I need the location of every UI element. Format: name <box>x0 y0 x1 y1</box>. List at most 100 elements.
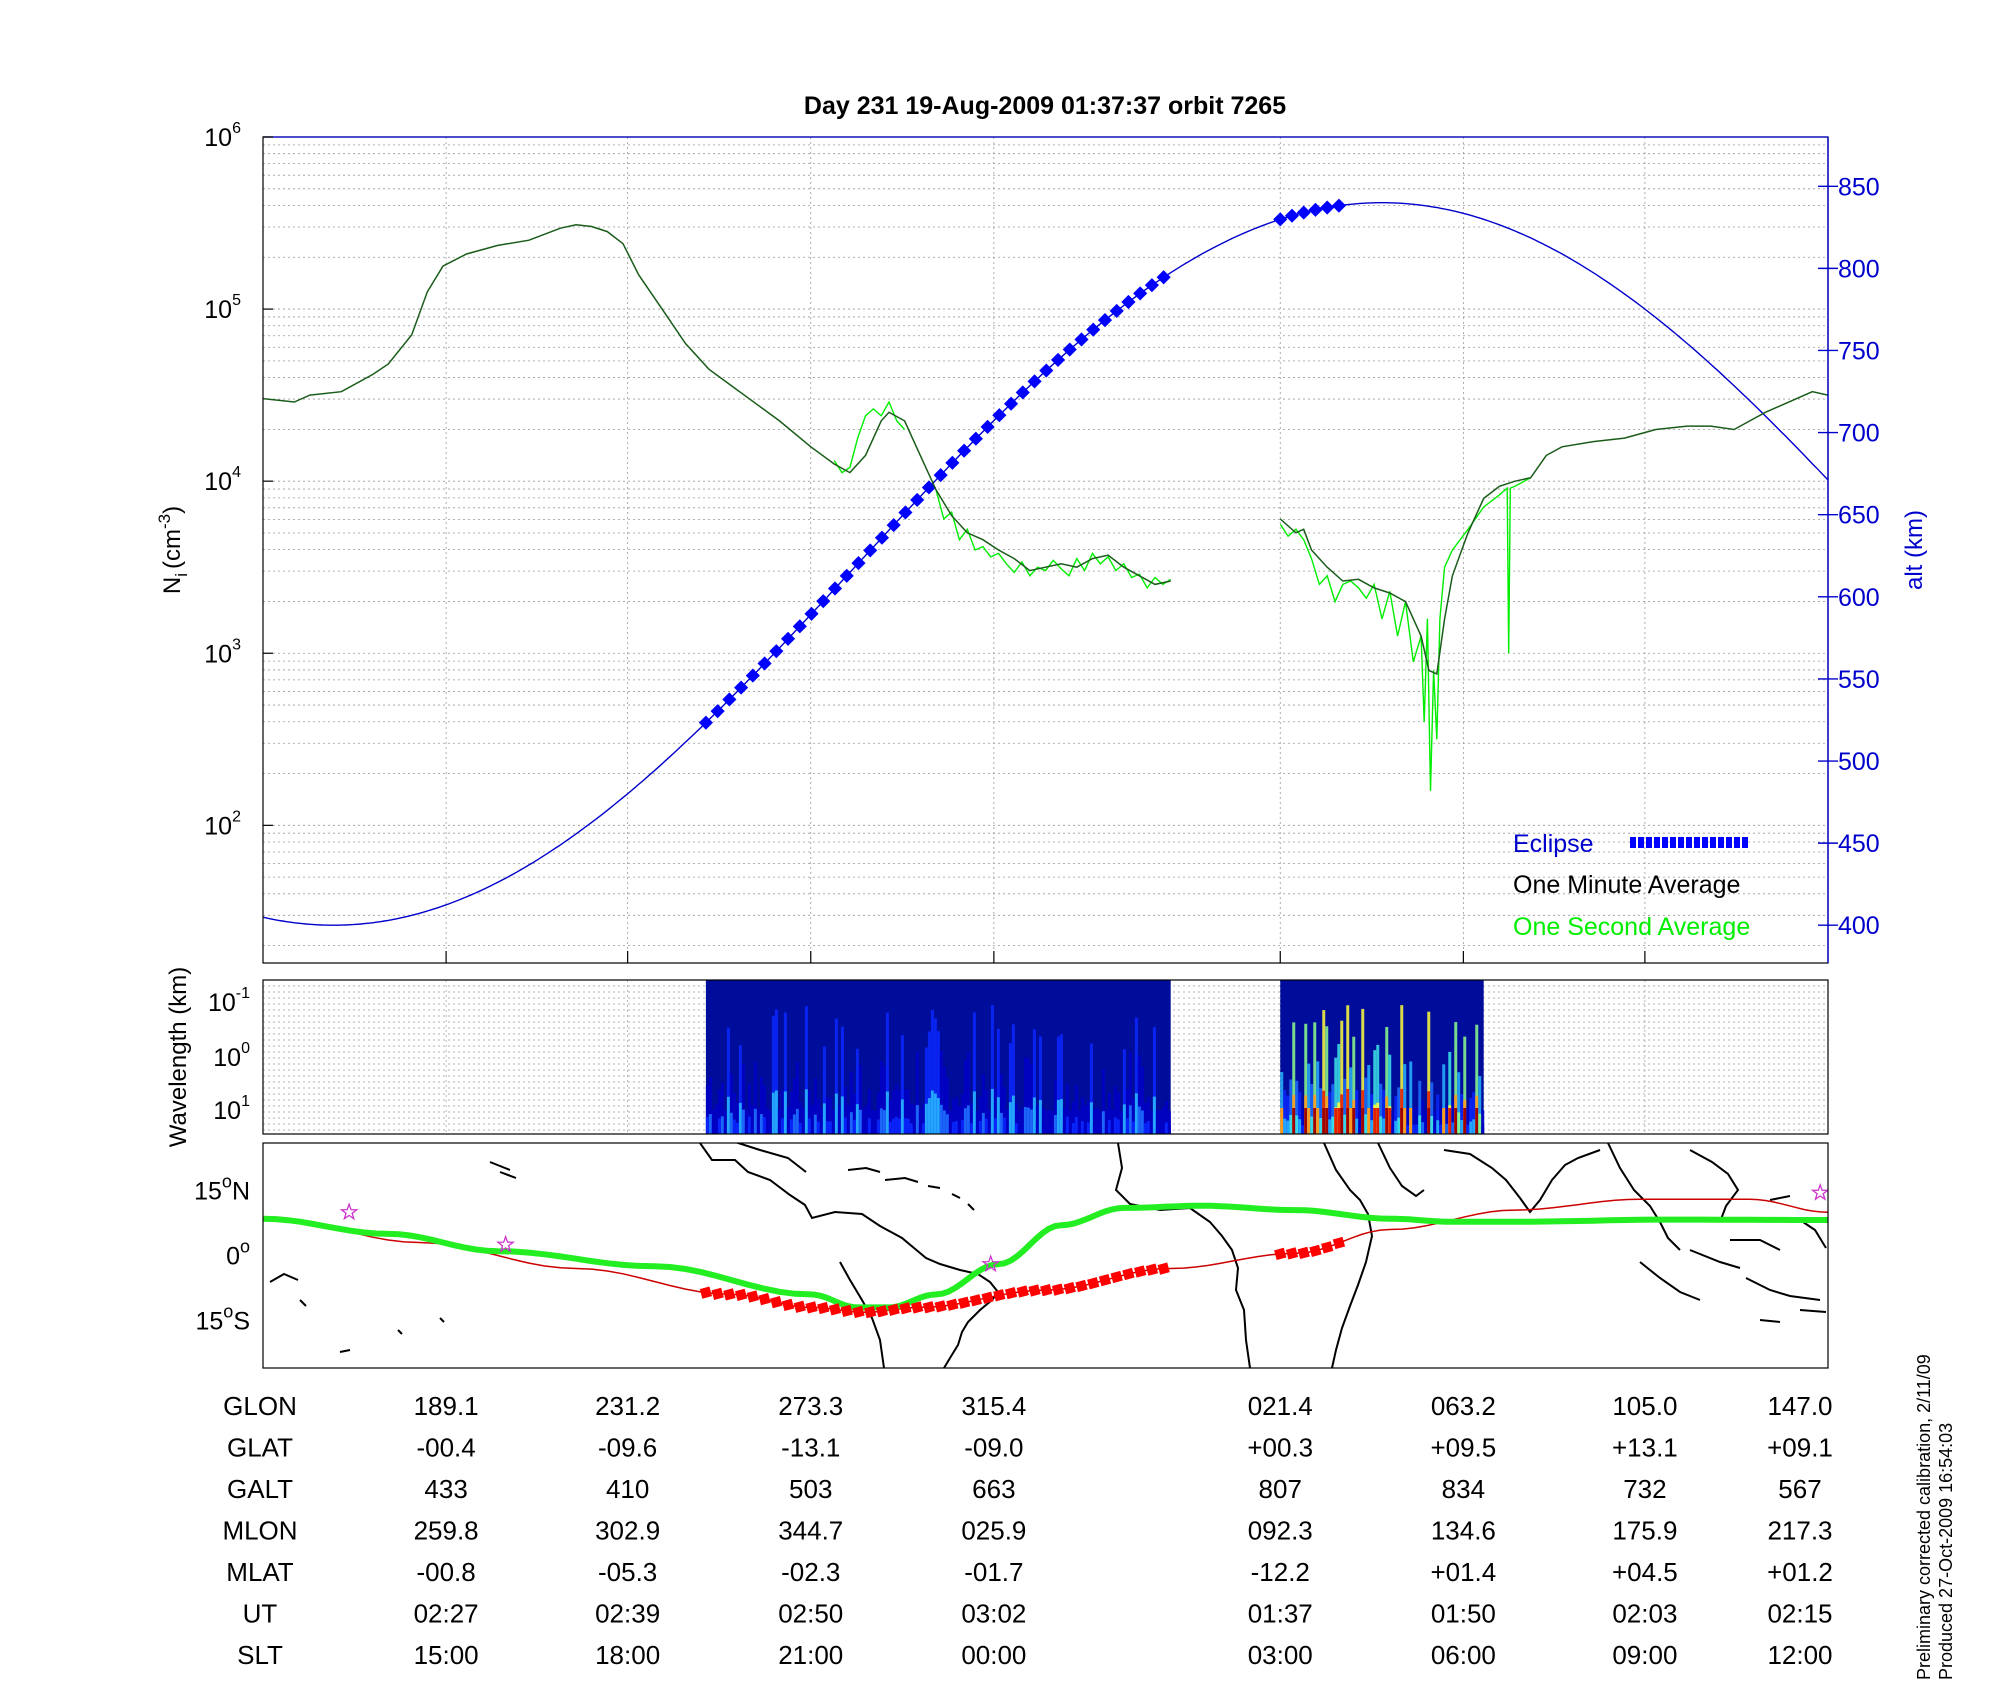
night-marker <box>1016 1285 1029 1298</box>
spectrogram-column <box>705 1084 709 1134</box>
eclipse-marker <box>1121 294 1136 310</box>
spectrogram-column <box>888 1099 892 1134</box>
spectrogram-column-core <box>1355 1118 1359 1134</box>
spectrogram-column <box>1358 1110 1362 1134</box>
ephemeris-cell: 00:00 <box>961 1640 1026 1670</box>
right-tick-label: 500 <box>1838 748 1880 776</box>
ephemeris-row-label: GLAT <box>227 1433 293 1463</box>
spectrogram-column <box>831 1110 835 1134</box>
spectrogram-column-core <box>753 1108 757 1134</box>
spectrogram-column-core <box>1469 1121 1473 1134</box>
spectrogram-column <box>1128 1052 1132 1134</box>
spectrogram-column <box>744 1110 748 1134</box>
spectrogram-blocks <box>705 980 1485 1134</box>
spectrogram-column-core <box>792 1114 796 1134</box>
spectrogram-column-core <box>1301 1125 1305 1134</box>
spectrogram-column <box>1047 1110 1051 1134</box>
spectrogram-column <box>1292 1022 1296 1134</box>
spectrogram-column <box>1304 1023 1308 1134</box>
ephemeris-cell: 06:00 <box>1431 1640 1496 1670</box>
eclipse-marker <box>968 431 983 446</box>
spectrogram-column <box>1065 1084 1069 1134</box>
spectrogram-column-core <box>1053 1115 1057 1134</box>
spectrogram-column-core <box>789 1119 793 1134</box>
spectrogram-column <box>1307 1063 1311 1134</box>
ephemeris-cell: 02:15 <box>1767 1599 1832 1629</box>
spectrogram-column-core <box>1113 1117 1117 1134</box>
spectrogram-column <box>1119 1110 1123 1134</box>
night-marker <box>993 1289 1006 1302</box>
spectrogram-column-core <box>1466 1124 1470 1134</box>
spectrogram-column <box>846 1104 850 1134</box>
spectrogram-column-core <box>1364 1114 1368 1134</box>
spectrogram-column <box>1059 1034 1063 1134</box>
eclipse-marker <box>1308 202 1323 217</box>
spectrogram-column-core <box>834 1093 838 1134</box>
density-gridlines <box>263 137 1828 963</box>
ephemeris-cell: 21:00 <box>778 1640 843 1670</box>
spectrogram-column-core <box>984 1118 988 1134</box>
ephemeris-cell: 09:00 <box>1612 1640 1677 1670</box>
tick-exp: 5 <box>232 292 241 309</box>
spectrogram-column-core <box>1143 1123 1147 1134</box>
ephemeris-cell: 092.3 <box>1248 1516 1313 1546</box>
night-marker <box>1157 1262 1170 1275</box>
spectrogram-hot <box>1337 1108 1341 1134</box>
spectrogram-column <box>873 1110 877 1134</box>
spectrogram-column <box>840 1026 844 1134</box>
spectrogram-hot <box>1388 1108 1392 1134</box>
night-marker <box>1134 1265 1147 1278</box>
spectrogram-column <box>1418 1080 1422 1134</box>
ephemeris-cell: +00.3 <box>1247 1433 1313 1463</box>
spectrogram-hot <box>1403 1108 1407 1134</box>
spectrogram-column <box>1116 1092 1120 1134</box>
spectrogram-column-core <box>705 1116 709 1134</box>
spectrogram-column <box>1406 1108 1410 1134</box>
spectrogram-column-core <box>939 1104 943 1134</box>
night-marker <box>1087 1277 1100 1290</box>
spectrogram-hot <box>1385 1108 1389 1134</box>
spectrogram-column <box>1143 1103 1147 1134</box>
right-tick-label: 750 <box>1838 337 1880 365</box>
legend-eclipse-square <box>1734 837 1740 848</box>
ephemeris-cell: -00.4 <box>416 1433 475 1463</box>
ephemeris-cell: 732 <box>1623 1474 1666 1504</box>
spectrogram-column <box>969 1103 973 1134</box>
spectrogram-column <box>1445 1105 1449 1134</box>
spectrogram-column-core <box>936 1097 940 1134</box>
spectrogram-column <box>1385 1026 1389 1134</box>
ephemeris-cell: 315.4 <box>961 1391 1026 1421</box>
map-tick-label: 15oN <box>194 1172 250 1206</box>
ylabel-exp: -3 <box>155 514 174 529</box>
spectrogram-column <box>1478 1076 1482 1134</box>
eclipse-marker <box>851 556 866 571</box>
spectrogram-column-core <box>927 1098 931 1134</box>
spectrogram-column-core <box>1397 1117 1401 1134</box>
spectrogram-column <box>1101 1068 1105 1134</box>
spectrogram-column-core <box>1433 1125 1437 1134</box>
spectrogram-column-core <box>978 1121 982 1134</box>
night-marker <box>1122 1267 1135 1281</box>
night-marker <box>1285 1247 1299 1260</box>
spectrogram-column <box>1472 1092 1476 1134</box>
eclipse-marker <box>898 505 913 520</box>
spectrogram-column-core <box>1478 1113 1482 1134</box>
eclipse-marker <box>886 518 901 533</box>
spectrogram-hot <box>1316 1108 1320 1134</box>
spectrogram-column <box>753 1062 757 1134</box>
spectrogram-hot <box>1349 1108 1353 1134</box>
spectrogram-column <box>1469 1098 1473 1134</box>
map-plot-area <box>263 1143 1828 1368</box>
spectrogram-column <box>999 1073 1003 1134</box>
spectrogram-column-core <box>1319 1117 1323 1134</box>
minute-average-line <box>263 224 1171 586</box>
spectrogram-column <box>1053 1079 1057 1134</box>
spectrogram-column-core <box>1331 1116 1335 1134</box>
night-marker <box>746 1290 759 1303</box>
spectrogram-column-core <box>723 1125 727 1134</box>
spectrogram-column <box>1080 1097 1084 1134</box>
eclipse-marker <box>1156 270 1171 285</box>
spectrogram-column-core <box>765 1124 769 1134</box>
spectrogram-column-core <box>897 1118 901 1134</box>
